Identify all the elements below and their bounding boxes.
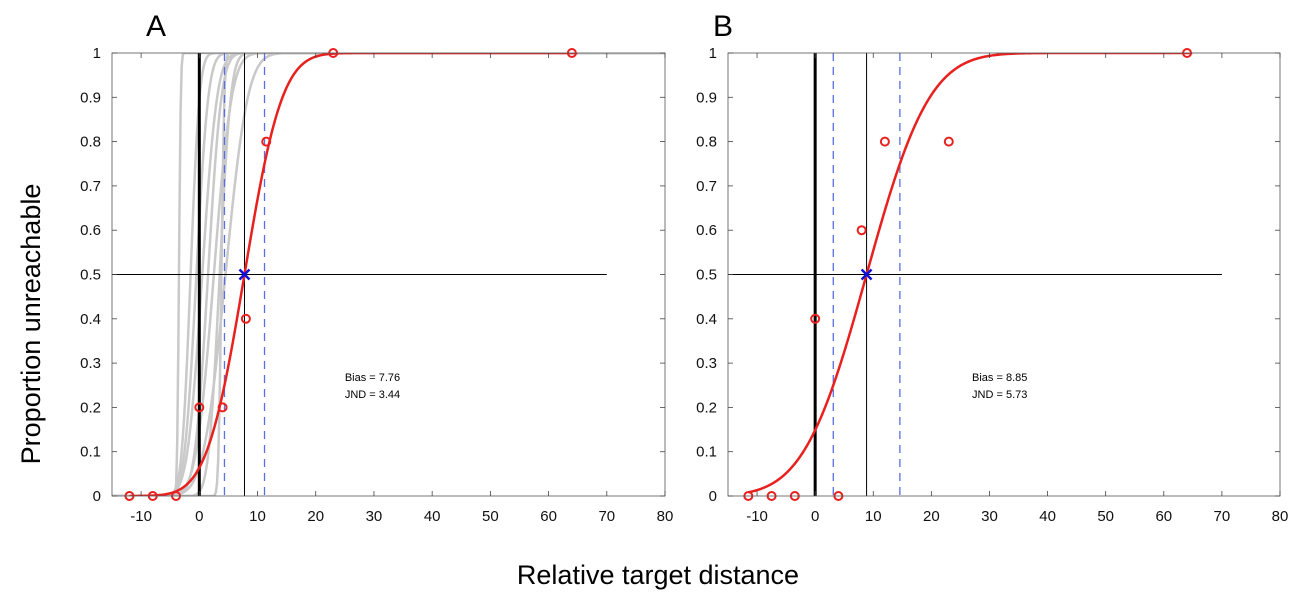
x-tick-label: 80	[657, 508, 674, 525]
pse-marker	[238, 268, 251, 281]
y-tick-label: 0.3	[696, 355, 717, 372]
x-tick-label: 50	[482, 508, 499, 525]
y-tick-label: 0.8	[696, 134, 717, 151]
x-tick-label: 70	[1214, 508, 1231, 525]
panel-b: -10 0 10 20 30 40 50 60 70 80 0 0.1 0.2 0.3 0.4 0.5 0.6 0…	[696, 10, 1288, 525]
y-tick-label: 0.2	[80, 399, 101, 416]
x-tick-label: 10	[249, 508, 266, 525]
y-tick-label: 0.3	[80, 355, 101, 372]
bias-annotation: Bias = 7.76	[345, 372, 400, 384]
x-tick-label: 0	[811, 508, 819, 525]
x-tick-label: -10	[130, 508, 152, 525]
data-point	[194, 402, 205, 413]
y-tick-label: 0.4	[80, 311, 101, 328]
y-tick-label: 0.9	[696, 89, 717, 106]
y-tick-label: 0.9	[80, 89, 101, 106]
y-tick-label: 0	[93, 488, 101, 505]
x-tick-label: 0	[195, 508, 203, 525]
data-point	[240, 313, 251, 324]
x-tick-label: 30	[366, 508, 383, 525]
x-axis-title: Relative target distance	[517, 560, 799, 590]
y-tick-label: 1	[709, 45, 717, 62]
individual-fit-curve	[112, 53, 665, 496]
y-tick-label: 0.1	[80, 444, 101, 461]
individual-fit-curve	[112, 53, 665, 496]
pse-marker	[860, 268, 873, 281]
y-tick-label: 1	[93, 45, 101, 62]
panel-label: B	[713, 10, 733, 43]
x-tick-label: 80	[1272, 508, 1289, 525]
y-axis-title: Proportion unreachable	[16, 184, 46, 465]
bias-annotation: Bias = 8.85	[972, 372, 1027, 384]
individual-fit-curve	[112, 53, 665, 496]
data-point	[879, 136, 890, 147]
individual-fit-curve	[112, 53, 665, 496]
panel-label: A	[146, 10, 166, 43]
x-tick-label: 60	[540, 508, 557, 525]
data-point	[810, 313, 821, 324]
x-tick-label: 20	[307, 508, 324, 525]
plot-area	[728, 53, 1222, 496]
y-tick-label: 0.2	[696, 399, 717, 416]
y-tick-label: 0.8	[80, 134, 101, 151]
plot-area	[112, 53, 665, 496]
x-tick-label: 40	[1039, 508, 1056, 525]
x-tick-label: 30	[981, 508, 998, 525]
individual-fit-curve	[112, 53, 665, 496]
y-tick-label: 0.7	[80, 178, 101, 195]
x-tick-label: 40	[424, 508, 441, 525]
y-tick-label: 0.5	[80, 267, 101, 284]
x-tick-label: -10	[746, 508, 768, 525]
x-tick-label: 50	[1097, 508, 1114, 525]
individual-fit-curve	[112, 53, 665, 496]
jnd-annotation: JND = 5.73	[972, 389, 1027, 401]
fit-curve	[748, 53, 1193, 494]
y-tick-label: 0.4	[696, 311, 717, 328]
panel-a: -10 0 10 20 30 40 50 60 70 80 0 0.1 0.2 0.3 0.4 0.5 0.6 0…	[80, 10, 673, 525]
x-tick-label: 60	[1155, 508, 1172, 525]
x-tick-label: 10	[865, 508, 882, 525]
jnd-annotation: JND = 3.44	[345, 389, 400, 401]
data-point	[943, 136, 954, 147]
y-tick-label: 0	[709, 488, 717, 505]
x-tick-label: 20	[923, 508, 940, 525]
data-point	[261, 136, 272, 147]
x-tick-label: 70	[598, 508, 615, 525]
y-tick-label: 0.6	[696, 222, 717, 239]
y-tick-label: 0.7	[696, 178, 717, 195]
individual-fit-curve	[112, 53, 665, 496]
data-point	[856, 225, 867, 236]
data-point	[217, 402, 228, 413]
y-tick-label: 0.5	[696, 267, 717, 284]
y-tick-label: 0.1	[696, 444, 717, 461]
y-tick-label: 0.6	[80, 222, 101, 239]
